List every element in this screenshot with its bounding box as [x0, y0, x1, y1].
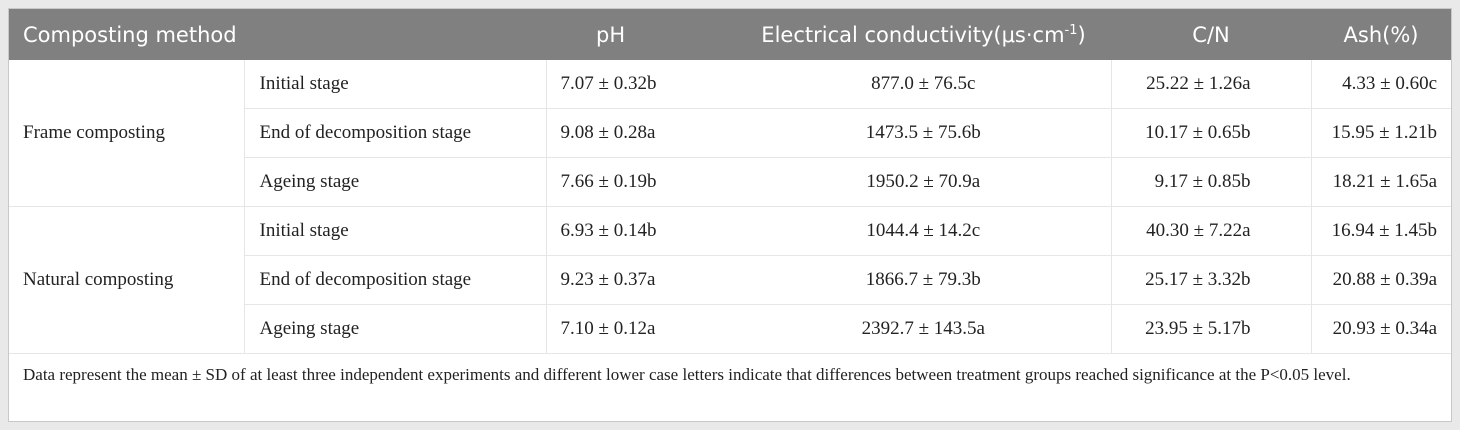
stage-cell: End of decomposition stage — [243, 108, 547, 158]
value-cell: 25.17 ± 3.32b — [1110, 255, 1312, 305]
header-row: Composting method pH Electrical conducti… — [9, 9, 1452, 60]
value-cell: 1866.7 ± 79.3b — [736, 255, 1112, 305]
header-cell: C/N — [1111, 9, 1312, 60]
table-row: Ageing stage 7.10 ± 0.12a 2392.7 ± 143.5a 2… — [9, 304, 1452, 354]
header-text: Electrical conductivity(μs·cm — [761, 22, 1065, 47]
stage-cell: Ageing stage — [243, 157, 547, 207]
table-row: End of decomposition stage 9.08 ± 0.28a 14… — [9, 108, 1452, 158]
header-cell: Electrical conductivity(μs·cm-1) — [736, 9, 1112, 60]
stage-cell: End of decomposition stage — [243, 255, 547, 305]
method-cell: Frame composting — [9, 60, 244, 207]
table-row: End of decomposition stage 9.23 ± 0.37a 18… — [9, 255, 1452, 305]
value-cell: 7.10 ± 0.12a — [545, 304, 737, 354]
value-cell: 1473.5 ± 75.6b — [736, 108, 1112, 158]
header-text: ) — [1077, 22, 1086, 47]
value-cell: 18.21 ± 1.65a — [1310, 157, 1452, 207]
table-row: Ageing stage 7.66 ± 0.19b 1950.2 ± 70.9a 9.… — [9, 157, 1452, 207]
footnote: Data represent the mean ± SD of at least… — [23, 365, 1351, 384]
value-cell: 25.22 ± 1.26a — [1110, 60, 1312, 109]
value-cell: 4.33 ± 0.60c — [1310, 60, 1452, 109]
data-table: Composting method pH Electrical conducti… — [9, 9, 1452, 354]
header-cell: pH — [546, 9, 737, 60]
stage-cell: Ageing stage — [243, 304, 547, 354]
header-cell: Composting method — [9, 9, 547, 60]
table-row: Frame composting Initial stage 7.07 ± 0.32… — [9, 60, 1452, 207]
value-cell: 9.23 ± 0.37a — [545, 255, 737, 305]
value-cell: 9.08 ± 0.28a — [545, 108, 737, 158]
value-cell: 10.17 ± 0.65b — [1110, 108, 1312, 158]
table-row: Natural composting Initial stage 6.93 ± 0.… — [9, 206, 1452, 354]
header-cell: Ash(%) — [1311, 9, 1452, 60]
value-cell: 9.17 ± 0.85b — [1110, 157, 1312, 207]
value-cell: 23.95 ± 5.17b — [1110, 304, 1312, 354]
value-cell: 7.66 ± 0.19b — [545, 157, 737, 207]
value-cell: 7.07 ± 0.32b — [545, 60, 737, 109]
stage-cell: Initial stage — [243, 60, 547, 109]
value-cell: 1044.4 ± 14.2c — [736, 206, 1112, 256]
value-cell: 16.94 ± 1.45b — [1310, 206, 1452, 256]
method-cell: Natural composting — [9, 206, 244, 354]
value-cell: 20.88 ± 0.39a — [1310, 255, 1452, 305]
value-cell: 877.0 ± 76.5c — [736, 60, 1112, 109]
value-cell: 6.93 ± 0.14b — [545, 206, 737, 256]
header-superscript: -1 — [1064, 22, 1078, 38]
value-cell: 2392.7 ± 143.5a — [736, 304, 1112, 354]
value-cell: 1950.2 ± 70.9a — [736, 157, 1112, 207]
value-cell: 20.93 ± 0.34a — [1310, 304, 1452, 354]
stage-cell: Initial stage — [243, 206, 547, 256]
value-cell: 40.30 ± 7.22a — [1110, 206, 1312, 256]
value-cell: 15.95 ± 1.21b — [1310, 108, 1452, 158]
table-card: Composting method pH Electrical conducti… — [8, 8, 1452, 422]
